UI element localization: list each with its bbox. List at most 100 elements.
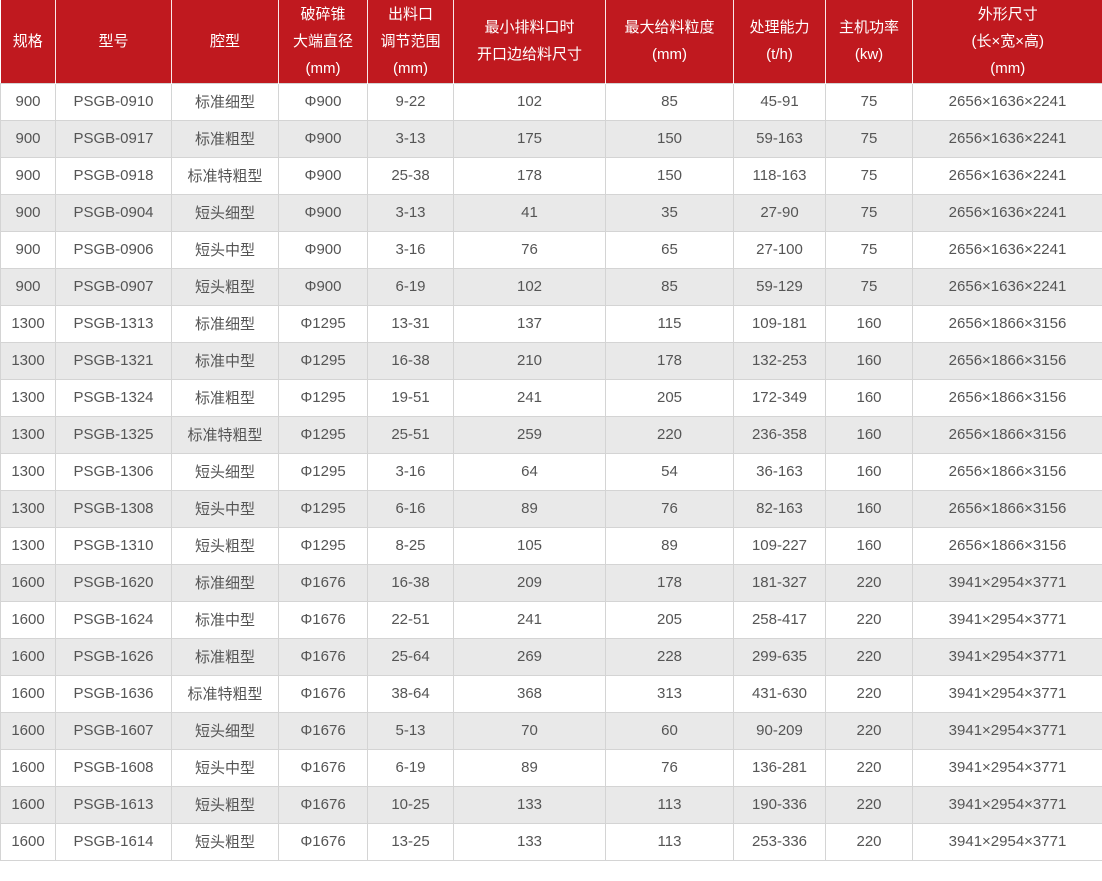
cell-discharge_range: 13-25: [367, 822, 454, 861]
cell-dimensions: 3941×2954×3771: [912, 785, 1102, 824]
cell-discharge_range: 6-19: [367, 748, 454, 787]
table-row: 1600 PSGB-1620 标准细型 Φ1676 16-38 209 178 181-327…: [0, 563, 1102, 602]
cell-max_feed_size: 76: [605, 748, 734, 787]
cell-cavity: 标准特粗型: [171, 674, 279, 713]
cell-cone_diameter: Φ1676: [278, 637, 368, 676]
cell-max_feed_size: 115: [605, 304, 734, 343]
cell-max_feed_size: 178: [605, 563, 734, 602]
cell-max_feed_size: 89: [605, 526, 734, 565]
cell-max_feed_size: 150: [605, 156, 734, 195]
cell-cone_diameter: Φ1295: [278, 489, 368, 528]
cell-cone_diameter: Φ900: [278, 230, 368, 269]
cell-capacity: 258-417: [733, 600, 826, 639]
cell-max_feed_size: 85: [605, 82, 734, 121]
table-row: 900 PSGB-0906 短头中型 Φ900 3-16 76 65 27-100 75 2656…: [0, 230, 1102, 269]
cell-spec: 1300: [0, 489, 56, 528]
cell-min_discharge_feed_size: 241: [453, 600, 606, 639]
table-row: 1600 PSGB-1626 标准粗型 Φ1676 25-64 269 228 299-635…: [0, 637, 1102, 676]
cell-dimensions: 3941×2954×3771: [912, 674, 1102, 713]
cell-discharge_range: 38-64: [367, 674, 454, 713]
cell-cone_diameter: Φ1676: [278, 674, 368, 713]
cell-dimensions: 2656×1636×2241: [912, 119, 1102, 158]
table-row: 900 PSGB-0917 标准粗型 Φ900 3-13 175 150 59-163 75 26…: [0, 119, 1102, 158]
cell-capacity: 27-100: [733, 230, 826, 269]
cell-motor_power: 160: [825, 304, 913, 343]
cell-spec: 900: [0, 267, 56, 306]
cell-model: PSGB-1308: [55, 489, 172, 528]
cell-cavity: 标准细型: [171, 304, 279, 343]
cell-model: PSGB-1306: [55, 452, 172, 491]
cell-discharge_range: 8-25: [367, 526, 454, 565]
cell-cone_diameter: Φ1676: [278, 822, 368, 861]
cell-dimensions: 2656×1866×3156: [912, 378, 1102, 417]
cell-discharge_range: 3-16: [367, 230, 454, 269]
cell-max_feed_size: 60: [605, 711, 734, 750]
cell-capacity: 45-91: [733, 82, 826, 121]
cell-dimensions: 2656×1636×2241: [912, 193, 1102, 232]
cell-motor_power: 160: [825, 378, 913, 417]
cell-model: PSGB-1608: [55, 748, 172, 787]
cell-discharge_range: 25-64: [367, 637, 454, 676]
cell-cavity: 标准中型: [171, 600, 279, 639]
cell-motor_power: 220: [825, 785, 913, 824]
cell-model: PSGB-1620: [55, 563, 172, 602]
cell-min_discharge_feed_size: 64: [453, 452, 606, 491]
cell-cone_diameter: Φ900: [278, 156, 368, 195]
cell-dimensions: 2656×1866×3156: [912, 452, 1102, 491]
cell-spec: 1600: [0, 563, 56, 602]
cell-spec: 1300: [0, 452, 56, 491]
cell-discharge_range: 25-51: [367, 415, 454, 454]
cell-dimensions: 2656×1636×2241: [912, 156, 1102, 195]
cell-capacity: 253-336: [733, 822, 826, 861]
cell-cone_diameter: Φ1295: [278, 452, 368, 491]
cell-max_feed_size: 76: [605, 489, 734, 528]
cell-discharge_range: 6-19: [367, 267, 454, 306]
header-row: 规格 型号 腔型 破碎锥 大端直径 (mm) 出料口 调节范围 (mm) 最小排料口时 开…: [0, 0, 1102, 83]
cell-cavity: 标准特粗型: [171, 415, 279, 454]
cell-min_discharge_feed_size: 105: [453, 526, 606, 565]
cell-capacity: 132-253: [733, 341, 826, 380]
cell-capacity: 136-281: [733, 748, 826, 787]
cell-dimensions: 3941×2954×3771: [912, 748, 1102, 787]
cell-spec: 1600: [0, 600, 56, 639]
column-header-spec: 规格: [0, 0, 56, 83]
cell-max_feed_size: 35: [605, 193, 734, 232]
cell-max_feed_size: 205: [605, 600, 734, 639]
cell-capacity: 181-327: [733, 563, 826, 602]
cell-motor_power: 75: [825, 156, 913, 195]
table-row: 1300 PSGB-1321 标准中型 Φ1295 16-38 210 178 132-253…: [0, 341, 1102, 380]
cell-model: PSGB-0918: [55, 156, 172, 195]
cell-min_discharge_feed_size: 76: [453, 230, 606, 269]
cell-model: PSGB-1626: [55, 637, 172, 676]
cell-min_discharge_feed_size: 41: [453, 193, 606, 232]
cell-spec: 1300: [0, 415, 56, 454]
cell-max_feed_size: 313: [605, 674, 734, 713]
cell-spec: 900: [0, 82, 56, 121]
column-header-capacity: 处理能力 (t/h): [733, 0, 826, 83]
cell-discharge_range: 3-13: [367, 119, 454, 158]
cell-model: PSGB-1325: [55, 415, 172, 454]
cell-dimensions: 2656×1866×3156: [912, 304, 1102, 343]
cell-cavity: 标准粗型: [171, 119, 279, 158]
cell-cavity: 标准中型: [171, 341, 279, 380]
cell-model: PSGB-1614: [55, 822, 172, 861]
cell-model: PSGB-1310: [55, 526, 172, 565]
cell-discharge_range: 16-38: [367, 341, 454, 380]
cell-dimensions: 2656×1636×2241: [912, 267, 1102, 306]
cell-motor_power: 220: [825, 711, 913, 750]
cell-capacity: 90-209: [733, 711, 826, 750]
cell-model: PSGB-1607: [55, 711, 172, 750]
cell-max_feed_size: 85: [605, 267, 734, 306]
cell-max_feed_size: 150: [605, 119, 734, 158]
cell-min_discharge_feed_size: 175: [453, 119, 606, 158]
cell-min_discharge_feed_size: 133: [453, 785, 606, 824]
cell-max_feed_size: 113: [605, 822, 734, 861]
cell-capacity: 59-163: [733, 119, 826, 158]
table-row: 900 PSGB-0910 标准细型 Φ900 9-22 102 85 45-91 75 2656…: [0, 82, 1102, 121]
cell-cavity: 标准细型: [171, 82, 279, 121]
cell-model: PSGB-0907: [55, 267, 172, 306]
cell-spec: 1600: [0, 637, 56, 676]
cell-discharge_range: 3-13: [367, 193, 454, 232]
column-header-cavity: 腔型: [171, 0, 279, 83]
table-row: 900 PSGB-0918 标准特粗型 Φ900 25-38 178 150 118-163 7…: [0, 156, 1102, 195]
